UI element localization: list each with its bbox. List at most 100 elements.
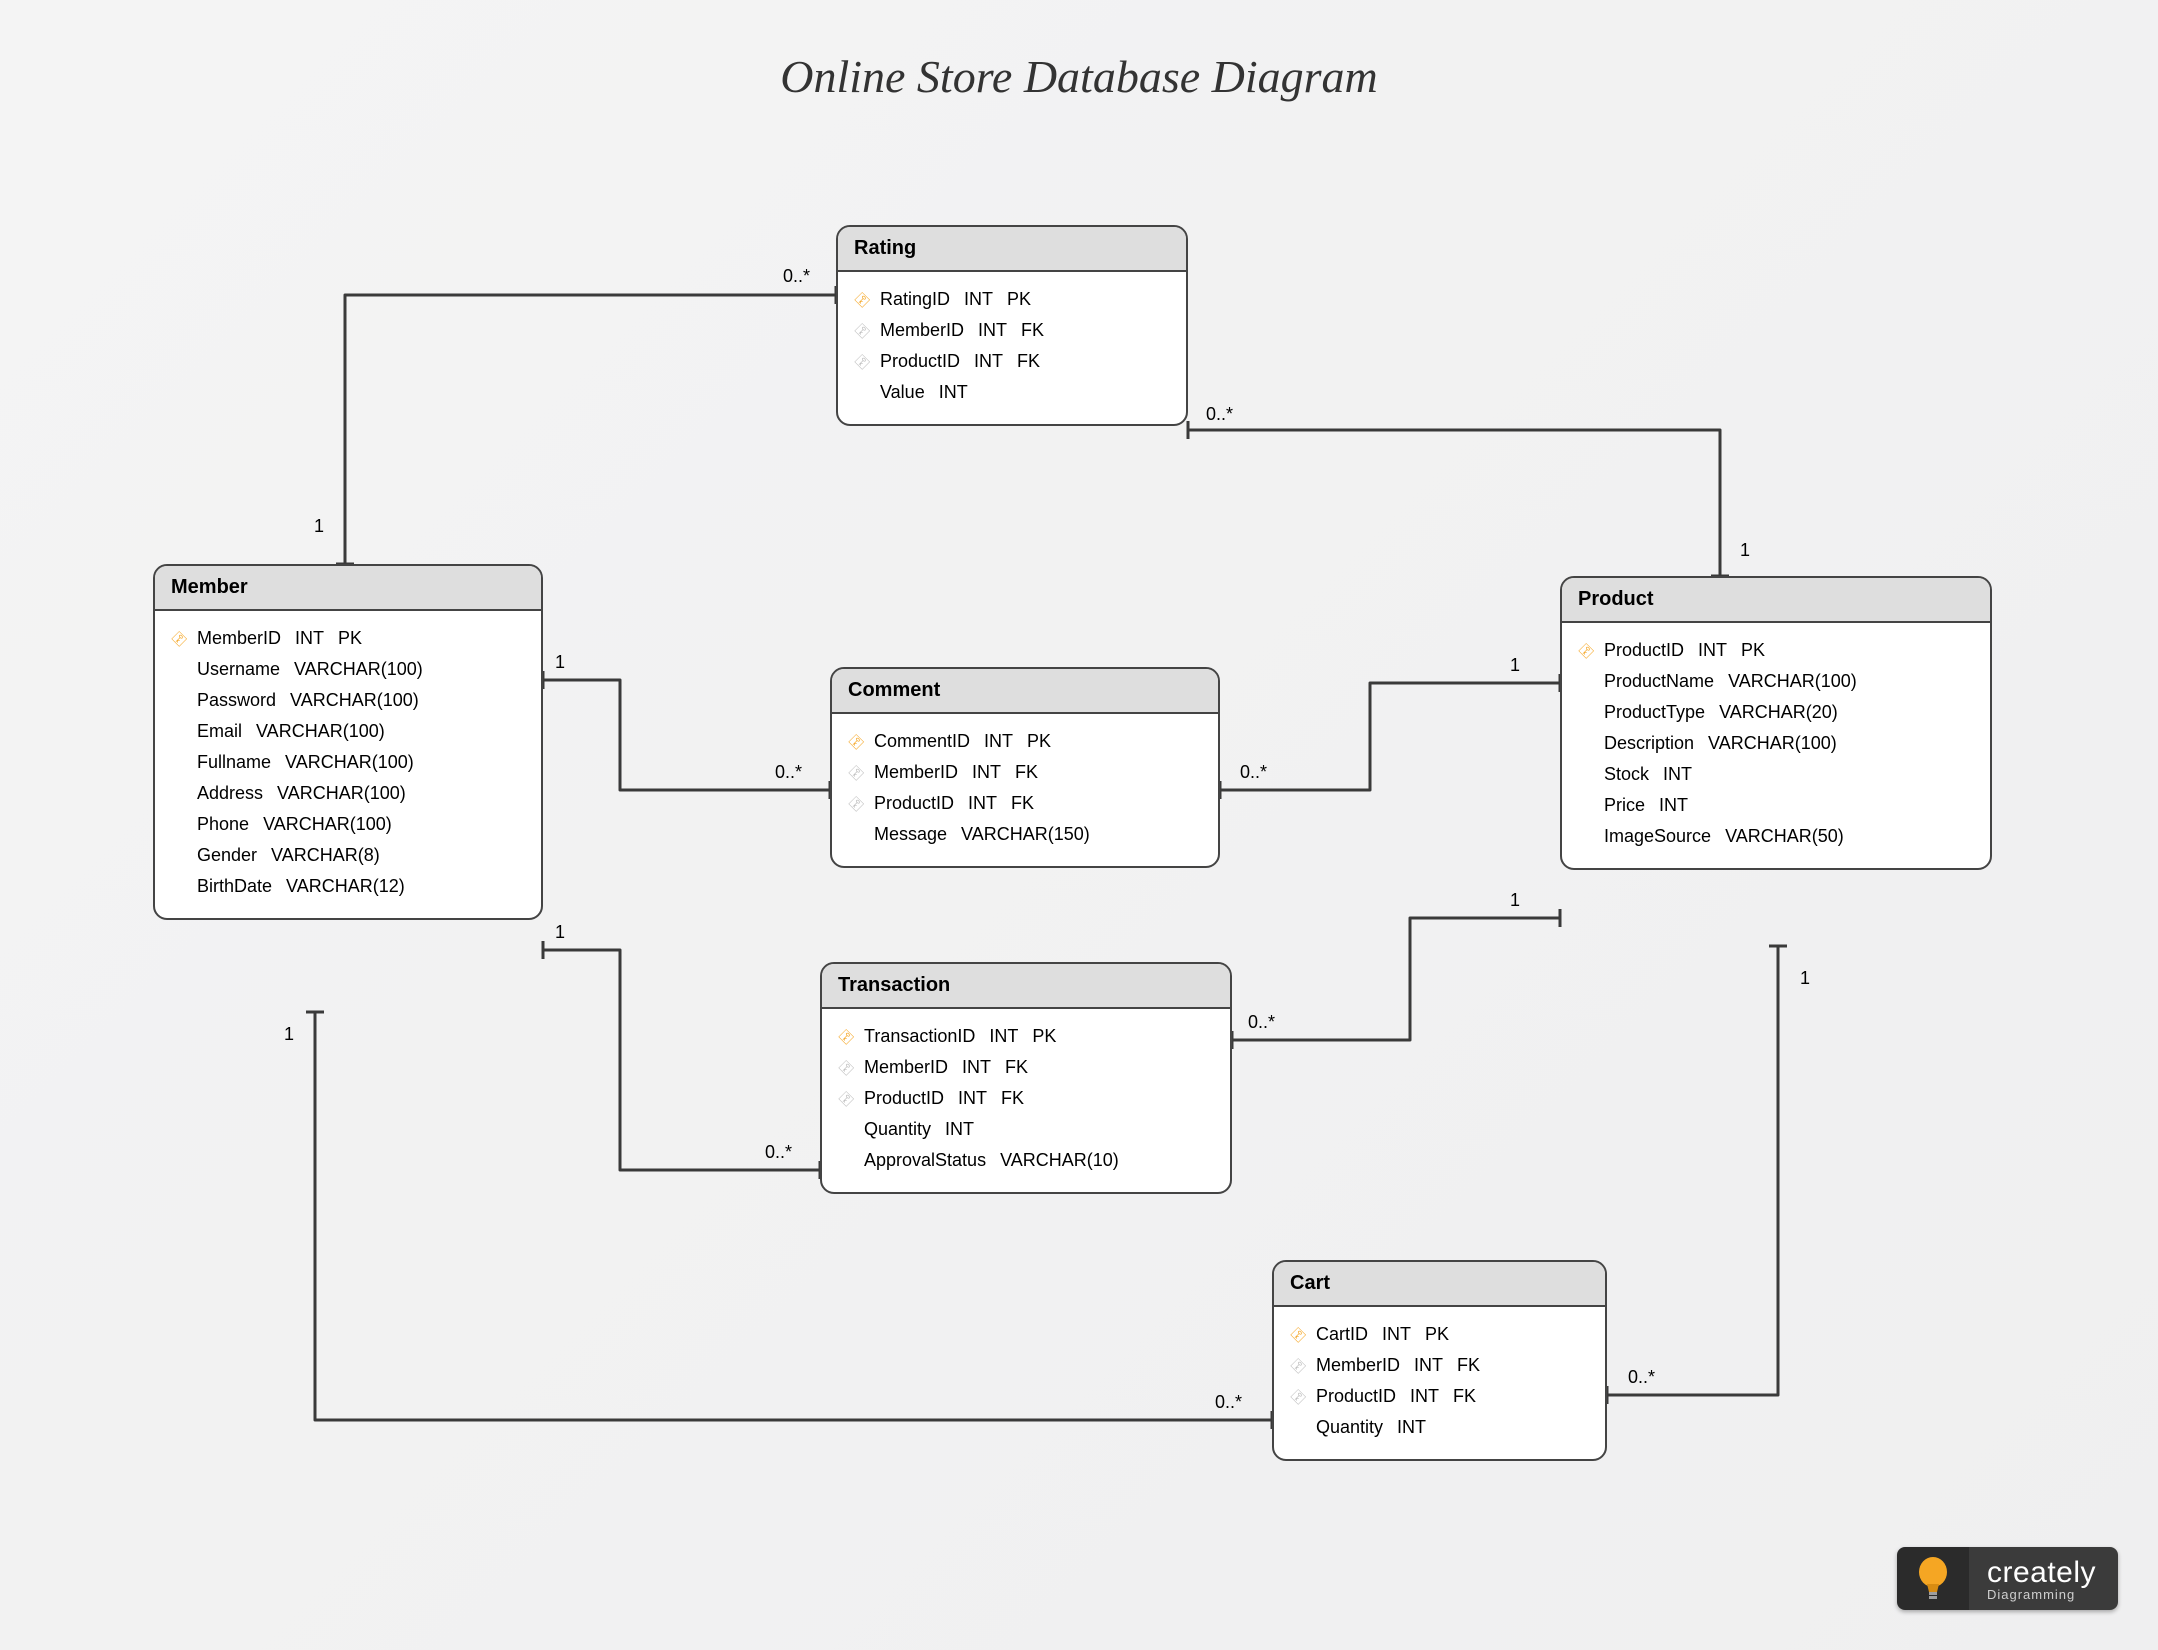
field-key: FK xyxy=(1001,1088,1024,1109)
cardinality-label: 1 xyxy=(314,516,324,537)
field-name: MemberID xyxy=(880,320,964,341)
field-type: INT xyxy=(1663,764,1692,785)
field-name: Address xyxy=(197,783,263,804)
cardinality-label: 0..* xyxy=(1248,1012,1275,1033)
field-type: INT xyxy=(989,1026,1018,1047)
entity-header: Comment xyxy=(832,669,1218,714)
field-key: PK xyxy=(1032,1026,1056,1047)
cardinality-label: 0..* xyxy=(1206,404,1233,425)
field-type: VARCHAR(100) xyxy=(1708,733,1837,754)
field-row: ⚿RatingIDINTPK xyxy=(852,284,1170,315)
field-type: INT xyxy=(972,762,1001,783)
connector-member-rating xyxy=(345,295,836,564)
field-type: INT xyxy=(1659,795,1688,816)
entity-body: ⚿MemberIDINTPKUsernameVARCHAR(100) Passwo… xyxy=(155,611,541,918)
field-row: ⚿ProductIDINTFK xyxy=(836,1083,1214,1114)
connector-transaction-product xyxy=(1232,918,1560,1040)
field-type: INT xyxy=(1382,1324,1411,1345)
cardinality-label: 0..* xyxy=(783,266,810,287)
field-type: VARCHAR(10) xyxy=(1000,1150,1119,1171)
field-type: VARCHAR(100) xyxy=(277,783,406,804)
fk-key-icon: ⚿ xyxy=(852,320,870,341)
field-row: Quantity INT xyxy=(836,1114,1214,1145)
field-row: ⚿TransactionIDINTPK xyxy=(836,1021,1214,1052)
field-name: MemberID xyxy=(864,1057,948,1078)
field-name: BirthDate xyxy=(197,876,272,897)
cardinality-label: 1 xyxy=(284,1024,294,1045)
pk-key-icon: ⚿ xyxy=(1576,640,1594,661)
fk-key-icon: ⚿ xyxy=(1288,1386,1306,1407)
field-type: INT xyxy=(1698,640,1727,661)
field-row: ImageSourceVARCHAR(50) xyxy=(1576,821,1974,852)
field-row: ProductNameVARCHAR(100) xyxy=(1576,666,1974,697)
field-type: INT xyxy=(939,382,968,403)
field-name: ProductName xyxy=(1604,671,1714,692)
logo-text: creately Diagramming xyxy=(1969,1547,2118,1610)
field-type: VARCHAR(100) xyxy=(263,814,392,835)
field-row: DescriptionVARCHAR(100) xyxy=(1576,728,1974,759)
field-type: VARCHAR(100) xyxy=(290,690,419,711)
field-row: StockINT xyxy=(1576,759,1974,790)
field-name: MemberID xyxy=(1316,1355,1400,1376)
field-row: ⚿ProductIDINTFK xyxy=(852,346,1170,377)
field-name: Email xyxy=(197,721,242,742)
entity-header: Cart xyxy=(1274,1262,1605,1307)
fk-key-icon: ⚿ xyxy=(846,793,864,814)
field-type: VARCHAR(20) xyxy=(1719,702,1838,723)
field-key: PK xyxy=(1027,731,1051,752)
field-type: VARCHAR(100) xyxy=(294,659,423,680)
fk-key-icon: ⚿ xyxy=(852,351,870,372)
field-name: Price xyxy=(1604,795,1645,816)
field-key: FK xyxy=(1005,1057,1028,1078)
entity-rating: Rating⚿RatingIDINTPK⚿MemberIDINTFK⚿Produ… xyxy=(836,225,1188,426)
field-row: UsernameVARCHAR(100) xyxy=(169,654,525,685)
field-type: INT xyxy=(1414,1355,1443,1376)
field-row: Price INT xyxy=(1576,790,1974,821)
field-row: ⚿MemberIDINTPK xyxy=(169,623,525,654)
connector-member-transaction xyxy=(543,950,820,1170)
field-name: Phone xyxy=(197,814,249,835)
entity-product: Product⚿ProductIDINTPKProductNameVARCHAR… xyxy=(1560,576,1992,870)
cardinality-label: 0..* xyxy=(1215,1392,1242,1413)
field-key: PK xyxy=(1007,289,1031,310)
field-type: INT xyxy=(962,1057,991,1078)
field-type: VARCHAR(100) xyxy=(256,721,385,742)
field-name: ProductID xyxy=(874,793,954,814)
field-key: FK xyxy=(1015,762,1038,783)
logo-tagline: Diagramming xyxy=(1987,1588,2096,1602)
cardinality-label: 1 xyxy=(555,652,565,673)
field-type: INT xyxy=(964,289,993,310)
field-key: FK xyxy=(1453,1386,1476,1407)
field-name: Fullname xyxy=(197,752,271,773)
field-name: ImageSource xyxy=(1604,826,1711,847)
field-row: ⚿ ProductID INT PK xyxy=(1576,635,1974,666)
field-key: PK xyxy=(1741,640,1765,661)
field-name: MemberID xyxy=(874,762,958,783)
field-type: INT xyxy=(974,351,1003,372)
pk-key-icon: ⚿ xyxy=(1288,1324,1306,1345)
field-row: ⚿MemberIDINTFK xyxy=(852,315,1170,346)
field-name: CartID xyxy=(1316,1324,1368,1345)
cardinality-label: 0..* xyxy=(1240,762,1267,783)
field-row: ⚿CommentIDINTPK xyxy=(846,726,1202,757)
field-name: Quantity xyxy=(1316,1417,1383,1438)
connector-rating-product xyxy=(1188,430,1720,576)
field-row: Value INT xyxy=(852,377,1170,408)
field-row: QuantityINT xyxy=(1288,1412,1589,1443)
field-row: ⚿CartIDINTPK xyxy=(1288,1319,1589,1350)
diagram-canvas: Online Store Database Diagram Member⚿Mem… xyxy=(0,0,2158,1650)
cardinality-label: 0..* xyxy=(765,1142,792,1163)
logo-brand: creately xyxy=(1987,1557,2096,1589)
field-type: INT xyxy=(1410,1386,1439,1407)
field-name: Quantity xyxy=(864,1119,931,1140)
field-name: RatingID xyxy=(880,289,950,310)
entity-comment: Comment⚿CommentIDINTPK⚿MemberIDINTFK⚿Pro… xyxy=(830,667,1220,868)
creately-logo: creately Diagramming xyxy=(1897,1547,2118,1610)
field-name: MemberID xyxy=(197,628,281,649)
field-type: INT xyxy=(945,1119,974,1140)
field-key: FK xyxy=(1021,320,1044,341)
field-name: ProductID xyxy=(1604,640,1684,661)
field-row: GenderVARCHAR(8) xyxy=(169,840,525,871)
field-name: Password xyxy=(197,690,276,711)
field-name: Value xyxy=(880,382,925,403)
